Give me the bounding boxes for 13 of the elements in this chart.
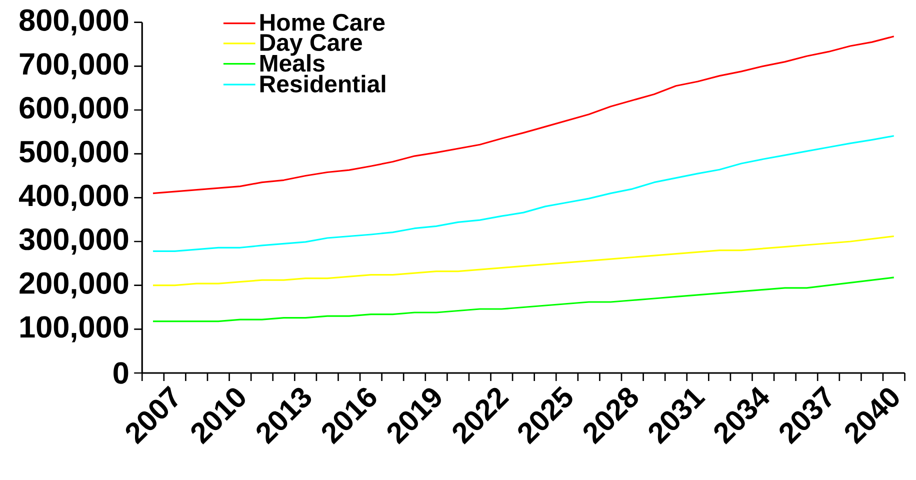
- y-tick-label: 500,000: [19, 140, 128, 167]
- legend-label: Residential: [260, 74, 386, 92]
- y-tick-label: 600,000: [20, 96, 128, 124]
- legend-label: Home Care: [260, 14, 385, 31]
- y-tick-label: 300,000: [19, 228, 128, 255]
- y-tick-label: 200,000: [20, 272, 128, 298]
- y-tick-label: 0: [114, 362, 128, 384]
- y-tick-label: 400,000: [19, 184, 128, 211]
- legend-label: Meals: [260, 54, 324, 72]
- y-tick-label: 100,000: [20, 316, 128, 342]
- y-tick-label: 700,000: [20, 53, 128, 80]
- y-tick-label: 800,000: [20, 9, 128, 36]
- line-series: [152, 135, 895, 252]
